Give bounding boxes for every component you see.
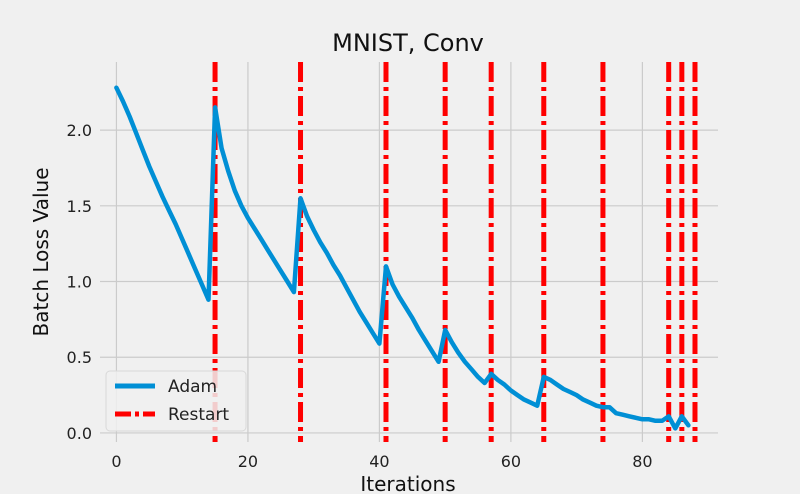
x-axis-label: Iterations: [360, 472, 455, 494]
x-tick-labels: 0 20 40 60 80: [111, 452, 652, 471]
legend-label-adam: Adam: [168, 377, 217, 397]
y-tick-label: 1.5: [67, 197, 92, 216]
y-tick-label: 2.0: [67, 121, 92, 140]
y-tick-label: 1.0: [67, 273, 92, 292]
legend-label-restart: Restart: [168, 405, 229, 425]
x-tick-label: 60: [501, 452, 521, 471]
x-tick-label: 80: [632, 452, 652, 471]
y-axis-label: Batch Loss Value: [29, 168, 53, 337]
series-lines: [114, 85, 691, 431]
x-tick-label: 40: [369, 452, 389, 471]
x-tick-label: 20: [238, 452, 258, 471]
y-tick-label: 0.0: [67, 424, 92, 443]
y-tick-labels: 0.0 0.5 1.0 1.5 2.0: [67, 121, 92, 443]
adam-line: [114, 85, 691, 431]
legend: Adam Restart: [105, 370, 247, 432]
y-tick-label: 0.5: [67, 348, 92, 367]
x-tick-label: 0: [111, 452, 121, 471]
chart-title: MNIST, Conv: [332, 29, 484, 57]
